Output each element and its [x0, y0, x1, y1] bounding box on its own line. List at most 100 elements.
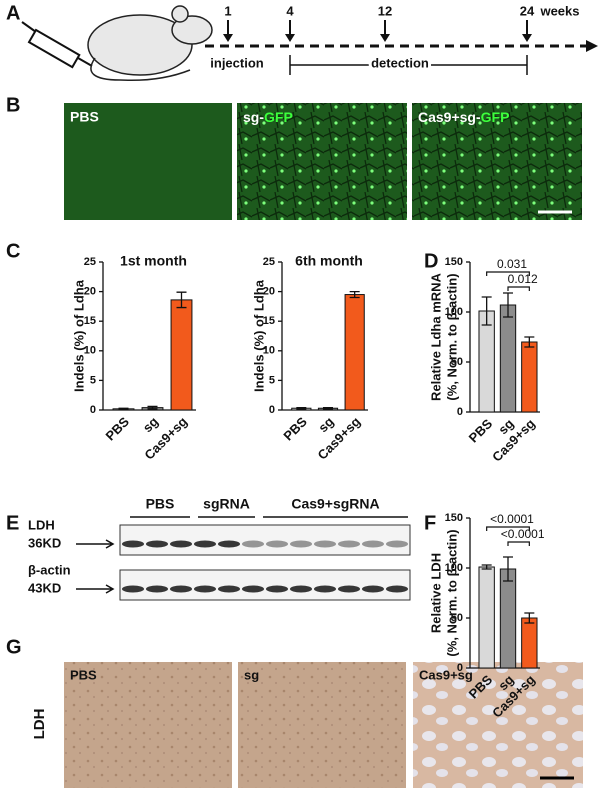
arrow-head: [380, 34, 390, 42]
phase-bracket: [289, 55, 528, 75]
group-label: PBS: [146, 496, 175, 512]
blot-band: [170, 540, 192, 548]
ihc-label: sg: [244, 667, 259, 682]
blot-band: [146, 585, 168, 593]
significance-bracket: [486, 271, 530, 276]
x-tick-label: PBS: [280, 414, 310, 444]
micrograph-label: Cas9+sg-GFP: [418, 109, 509, 125]
bar: [521, 341, 538, 413]
micrograph: [237, 103, 407, 220]
blot-band: [314, 540, 336, 548]
y-tick-label: 5: [90, 374, 96, 386]
y-tick-label: 20: [263, 286, 275, 298]
blot-band: [290, 540, 312, 548]
ihc-label: Cas9+sg: [419, 667, 473, 682]
y-tick-label: 0: [457, 406, 463, 418]
panel-label: D: [424, 250, 438, 272]
y-tick-label: 100: [445, 306, 463, 318]
significance-bracket: [507, 541, 530, 546]
y-tick-label: 50: [451, 612, 463, 624]
bar: [499, 568, 517, 669]
error-bar: [296, 406, 307, 410]
panel-label: A: [6, 2, 20, 24]
arrow-head: [285, 34, 295, 42]
y-tick-label: 0: [90, 404, 96, 416]
error-bar: [349, 290, 360, 299]
blot-band: [218, 585, 240, 593]
micrograph: [64, 103, 232, 220]
error-bar: [176, 291, 187, 309]
blot-band: [194, 540, 216, 548]
arrow-head: [586, 40, 598, 52]
y-tick-label: 50: [451, 356, 463, 368]
blot-band: [362, 540, 384, 548]
significance-bracket: [507, 286, 530, 291]
chart-title: 6th month: [295, 253, 363, 269]
micrograph-label: PBS: [70, 109, 99, 125]
micrograph-label: sg-GFP: [243, 109, 293, 125]
blot-band: [386, 540, 408, 548]
blot-band: [338, 585, 360, 593]
x-tick-label: Cas9+sg: [489, 416, 538, 465]
error-bar: [503, 292, 513, 318]
y-tick-label: 25: [84, 256, 96, 268]
blot-band: [266, 540, 288, 548]
label-part: GFP: [264, 109, 293, 125]
bar: [499, 304, 517, 413]
y-tick-label: 150: [445, 256, 463, 268]
blot-band: [170, 585, 192, 593]
blot-band: [362, 585, 384, 593]
group-label: Cas9+sgRNA: [291, 496, 379, 512]
blot-band: [218, 540, 240, 548]
ihc-image: [413, 662, 583, 788]
error-bar: [118, 407, 129, 411]
protein-label: β-actin: [28, 562, 71, 577]
x-tick-label: PBS: [466, 416, 496, 446]
label-part: Cas9+sg-: [418, 109, 481, 125]
mouse: [87, 5, 213, 82]
label-part: GFP: [481, 109, 510, 125]
chart-title: 1st month: [120, 253, 187, 269]
y-tick-label: 10: [263, 345, 275, 357]
blot-band: [338, 540, 360, 548]
error-bar: [481, 296, 492, 326]
y-axis-label: Indels (%) of Ldha: [251, 279, 266, 392]
error-bar: [481, 564, 492, 570]
panel-label: B: [6, 94, 20, 116]
ihc-image: [238, 662, 406, 788]
blot-band: [122, 540, 144, 548]
timeline: 1 4 12 24 weeks injection detection: [205, 3, 598, 75]
x-tick-label: sg: [140, 414, 161, 435]
error-bar: [524, 336, 535, 348]
time-point: 12: [378, 3, 392, 18]
unit-label: weeks: [539, 3, 579, 18]
y-tick-label: 20: [84, 286, 96, 298]
phase-label: detection: [371, 55, 429, 70]
blot-band: [122, 585, 144, 593]
bar: [170, 299, 193, 411]
p-value: 0.031: [497, 257, 527, 271]
blot-band: [266, 585, 288, 593]
group-label: sgRNA: [203, 496, 250, 512]
y-axis-label: (%, Norm. to β-actin): [444, 273, 459, 400]
stain-label: LDH: [31, 709, 48, 740]
panel-label: C: [6, 240, 20, 262]
blot-band: [194, 585, 216, 593]
row-arrow: [76, 584, 115, 594]
blot-band: [314, 585, 336, 593]
protein-label: LDH: [28, 517, 55, 532]
bar: [521, 617, 538, 669]
phase-label: injection: [210, 55, 264, 70]
row-arrow: [76, 539, 115, 549]
size-label: 36KD: [28, 535, 61, 550]
bar: [478, 566, 495, 669]
y-tick-label: 0: [457, 662, 463, 674]
ihc-label: PBS: [70, 667, 97, 682]
micrograph: [412, 103, 582, 220]
error-bar: [323, 406, 333, 410]
panel-label: G: [6, 636, 22, 658]
significance-bracket: [486, 526, 530, 531]
error-bar: [524, 612, 535, 624]
y-axis-label: Relative LDH: [428, 553, 443, 633]
